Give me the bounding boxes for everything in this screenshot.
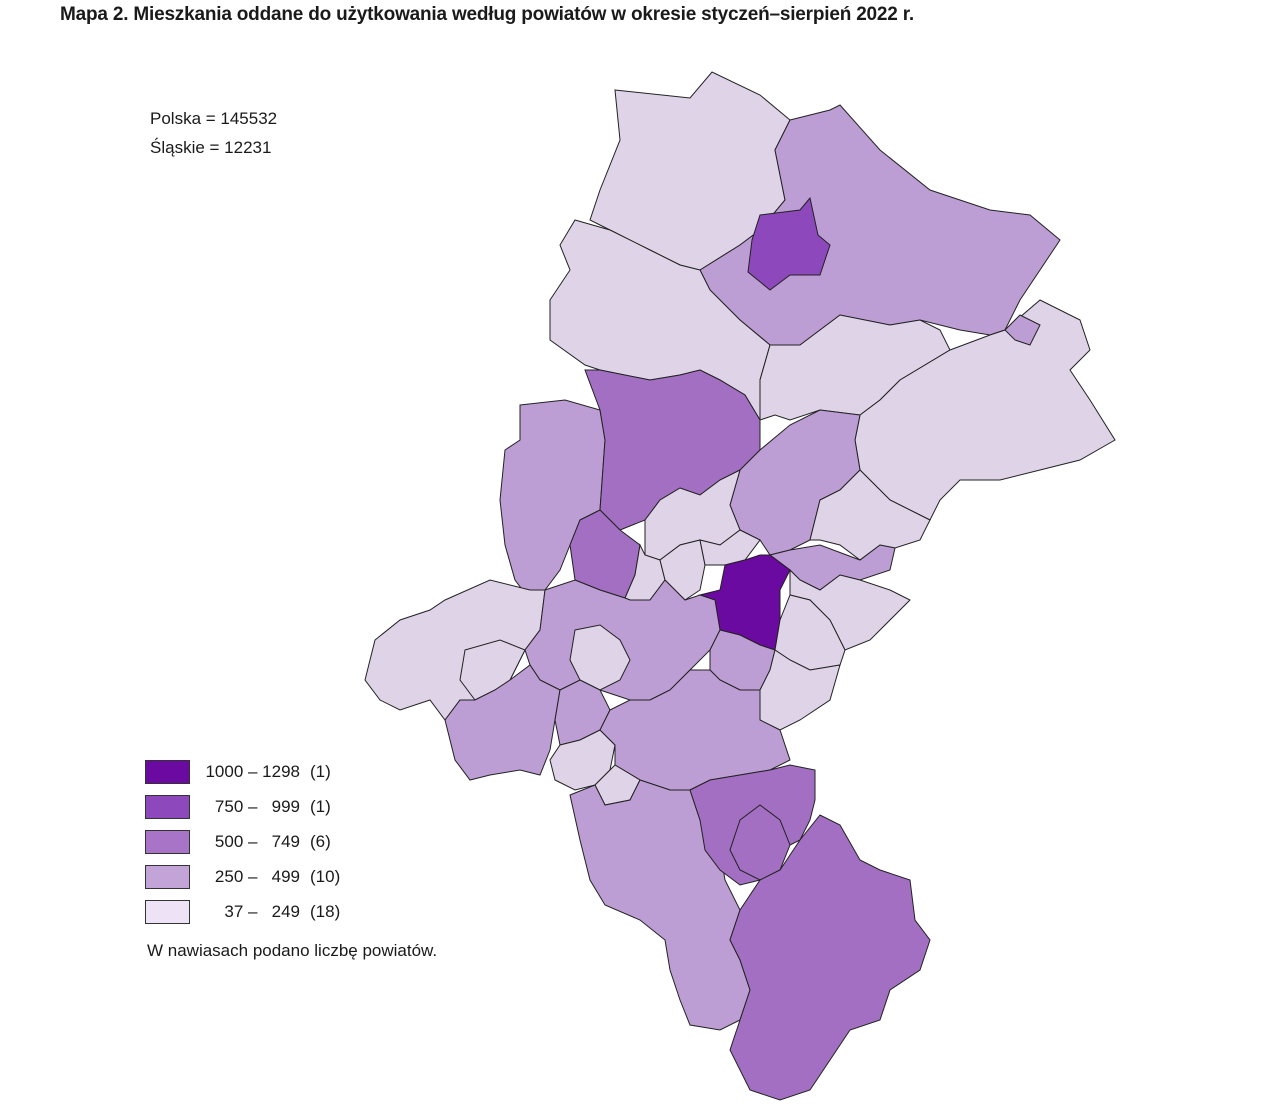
legend-item: 1000 – 1298 (1): [145, 754, 340, 789]
poland-total: Polska = 145532: [150, 109, 278, 128]
legend-swatch: [145, 759, 190, 784]
legend-count: (1): [310, 796, 331, 816]
district-zawiercie-east: [1004, 314, 1041, 346]
district-tychy: [759, 649, 841, 731]
legend-range: 500 – 749: [214, 831, 300, 851]
legend-swatch: [145, 829, 190, 854]
legend-item: 500 – 749 (6): [145, 824, 340, 859]
legend-range: 37 – 249: [224, 901, 300, 921]
legend-note: W nawiasach podano liczbę powiatów.: [147, 941, 438, 960]
district-zywiecki: [729, 814, 931, 1101]
legend-count: (1): [310, 761, 331, 781]
legend: 1000 – 1298 (1) 750 – 999 (1) 500 – 749 …: [145, 754, 340, 929]
district-chorzow: [699, 529, 761, 566]
district-ruda-slaska: [569, 624, 631, 691]
legend-range: 1000 – 1298: [205, 761, 300, 781]
legend-item: 250 – 499 (10): [145, 859, 340, 894]
summary-stats: Polska = 145532 Śląskie = 12231: [150, 104, 277, 162]
legend-range: 250 – 499: [214, 866, 300, 886]
legend-swatch: [145, 794, 190, 819]
silesia-total: Śląskie = 12231: [150, 138, 272, 157]
legend-count: (6): [310, 831, 331, 851]
district-czestochowa: [747, 196, 831, 291]
district-czestochowski: [699, 104, 1061, 346]
legend-count: (10): [310, 866, 341, 886]
legend-swatch: [145, 899, 190, 924]
legend-range: 750 – 999: [214, 796, 300, 816]
legend-count: (18): [310, 901, 341, 921]
map-title: Mapa 2. Mieszkania oddane do użytkowania…: [60, 4, 914, 25]
legend-item: 750 – 999 (1): [145, 789, 340, 824]
legend-item: 37 – 249 (18): [145, 894, 340, 929]
legend-swatch: [145, 864, 190, 889]
